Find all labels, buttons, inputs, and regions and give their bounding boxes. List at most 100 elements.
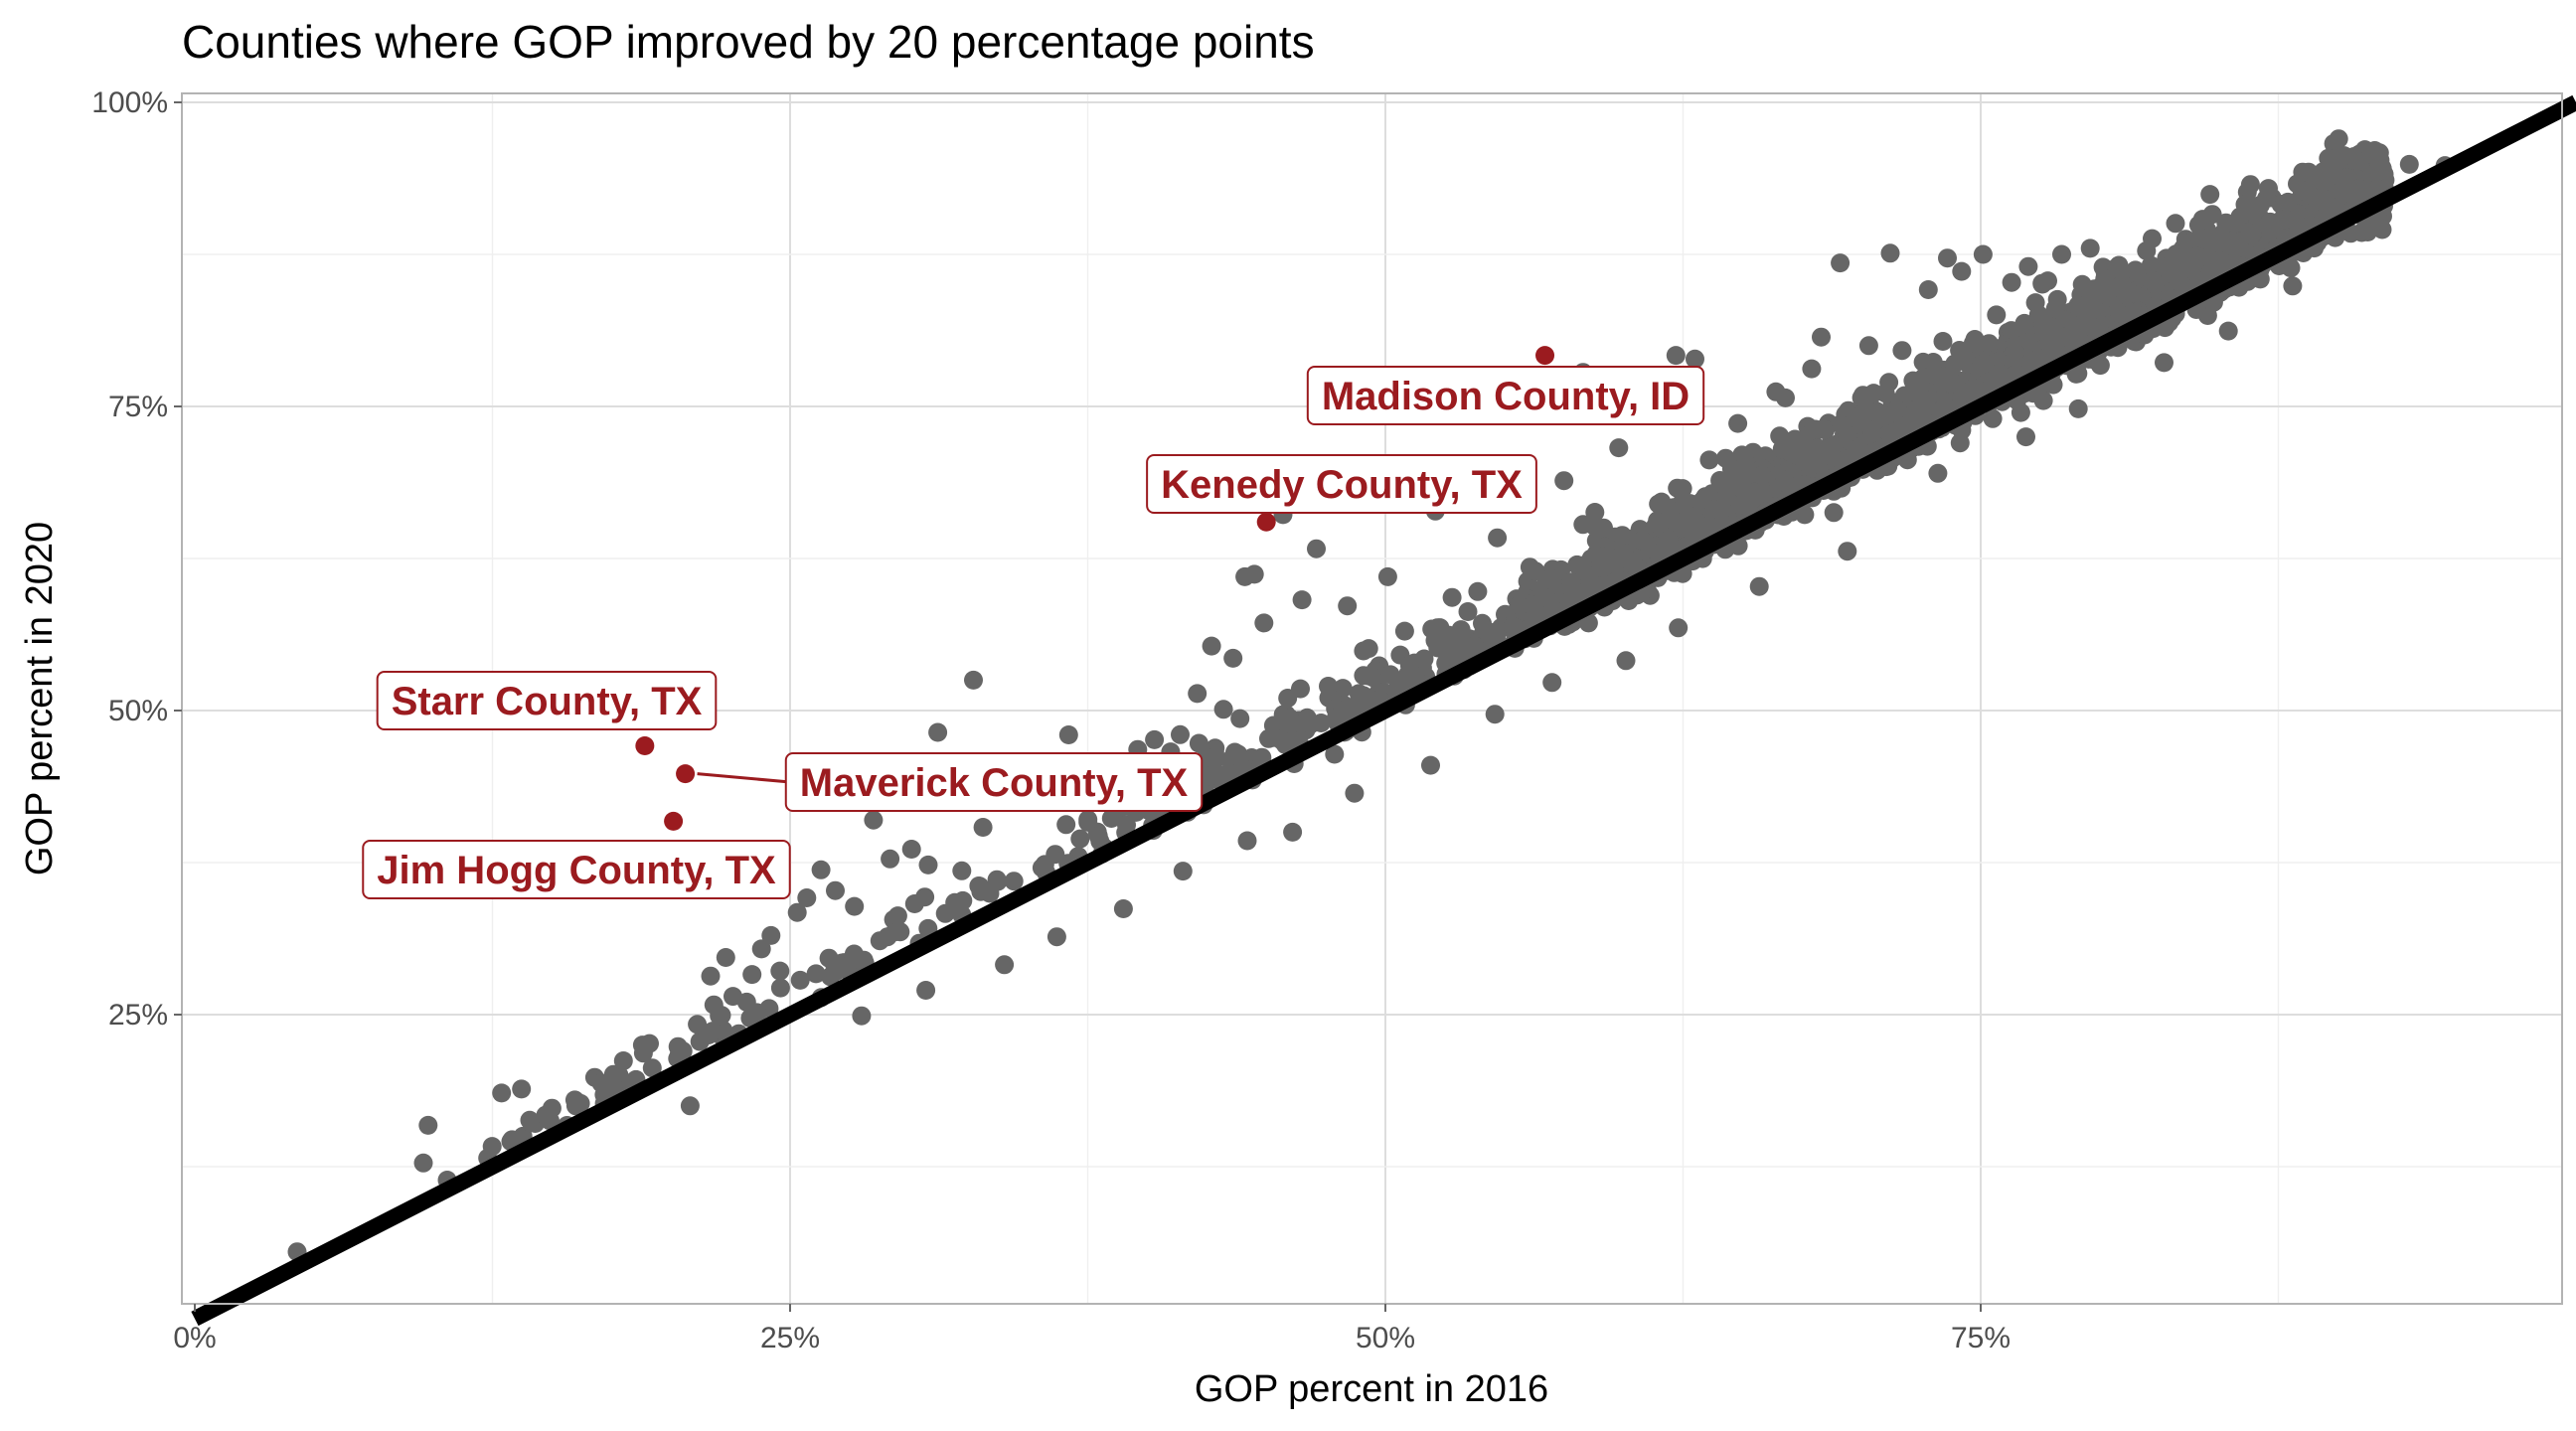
county-point [2143,229,2162,248]
county-point [1213,700,1233,719]
county-point [1225,742,1244,762]
highlighted-point [676,764,696,784]
county-point [1473,613,1492,633]
county-point [1468,581,1488,601]
county-point [1004,872,1024,891]
county-point [1578,613,1598,633]
county-point [1813,419,1833,439]
county-point [1442,587,1462,607]
county-point [1666,346,1686,366]
county-point [565,1096,585,1116]
county-point [1046,927,1066,947]
county-point [1171,724,1190,744]
county-point [1785,429,1805,449]
county-point [1987,305,2007,325]
county-point [2321,197,2340,217]
county-point [1485,705,1505,724]
county-point [2126,260,2146,280]
county-point [1880,243,1900,263]
county-point [1254,613,1274,633]
county-point [2018,256,2038,276]
county-point [1831,253,1851,273]
county-point [1952,261,1972,281]
county-point [1554,471,1574,491]
county-point [995,955,1015,975]
county-point [1488,528,1508,548]
county-point [826,880,845,900]
county-label-box [362,840,791,899]
highlighted-point [1535,346,1555,366]
county-point [1421,755,1440,775]
county-point [2087,301,2107,321]
county-point [1078,812,1098,832]
county-point [811,860,831,879]
county-label: Starr County, TX [392,680,703,723]
county-point [1953,383,1973,402]
county-point [2295,181,2315,201]
county-point [2072,274,2092,294]
county-point [1237,831,1257,851]
county-point [2319,148,2338,168]
county-point [1283,822,1303,842]
county-label: Maverick County, TX [800,761,1189,805]
county-point [632,1035,652,1055]
county-point [1542,673,1562,693]
county-point [1427,618,1447,638]
county-point [2043,317,2063,337]
county-point [1838,542,1857,561]
county-point [1561,572,1581,592]
chart-title: Counties where GOP improved by 20 percen… [182,16,1315,68]
county-point [1272,730,1292,750]
county-point [1451,629,1471,649]
county-point [613,1051,633,1070]
county-point [1776,388,1795,407]
county-point [1796,452,1816,472]
highlighted-point [1256,512,1276,532]
county-point [1458,602,1478,621]
county-label: Kenedy County, TX [1161,463,1523,507]
county-point [1113,899,1133,918]
county-point [2155,353,2174,373]
county-point [2121,284,2141,303]
county-point [1928,463,1948,483]
county-point [1359,639,1378,659]
county-point [1938,248,1957,268]
county-point [1892,341,1912,361]
county-point [1541,568,1560,588]
county-point [2348,151,2368,171]
county-point [918,855,938,874]
county-point [1584,516,1604,536]
county-point [770,961,790,981]
county-point [852,1006,872,1026]
county-point [1838,425,1857,445]
county-point [673,1041,693,1061]
county-point [2064,316,2084,335]
county-point [870,931,889,951]
county-point [1945,354,1965,374]
county-point [1319,677,1338,696]
county-point [2372,220,2392,239]
county-point [2016,427,2035,447]
county-point [492,1083,512,1103]
county-point [1593,547,1612,566]
county-point [2257,189,2276,209]
county-point [1070,829,1090,849]
county-point [520,1110,540,1130]
county-points [287,129,2455,1262]
county-point [1620,551,1640,570]
county-point [1345,783,1365,803]
county-point [2187,246,2207,266]
county-point [970,876,990,896]
county-point [1244,564,1264,584]
county-point [2218,321,2238,341]
county-point [2005,343,2024,362]
x-axis-title: GOP percent in 2016 [1195,1368,1548,1410]
county-point [2032,273,2052,293]
county-point [1585,503,1605,522]
county-point [1933,332,1953,351]
county-point [724,987,742,1007]
county-point [1658,531,1677,551]
county-point [916,981,936,1000]
y-tick-label: 75% [108,391,168,423]
county-point [797,888,817,907]
